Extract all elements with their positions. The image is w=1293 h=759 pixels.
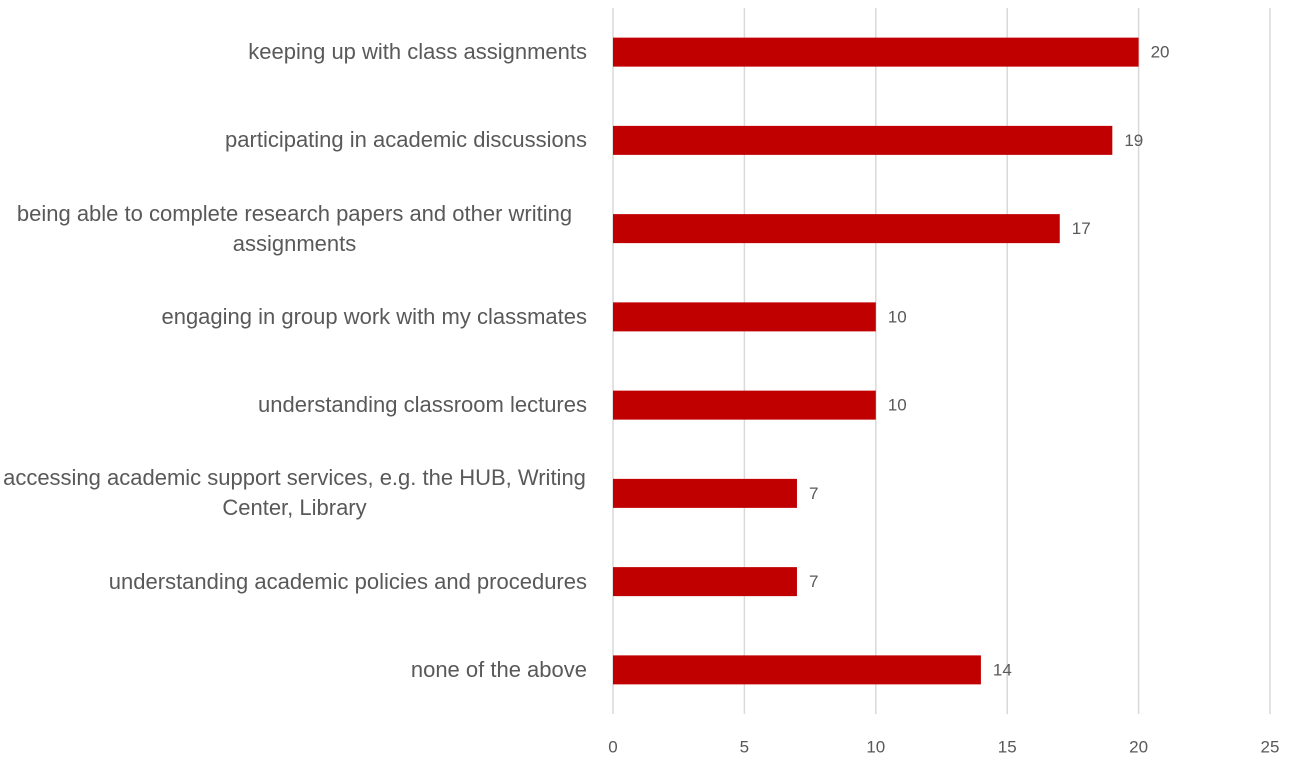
bar — [613, 214, 1060, 244]
bar — [613, 302, 876, 332]
bar — [613, 37, 1139, 67]
data-label: 10 — [888, 396, 907, 415]
y-tick-label: being able to complete research papers a… — [16, 200, 573, 256]
y-tick-label: understanding classroom lectures — [258, 392, 587, 418]
category-label-box: participating in academic discussions — [225, 100, 587, 180]
category-label-box: engaging in group work with my classmate… — [161, 277, 587, 357]
data-label: 14 — [993, 660, 1012, 679]
bar — [613, 125, 1113, 155]
category-label-box: understanding academic policies and proc… — [109, 542, 587, 622]
data-label: 17 — [1072, 219, 1091, 238]
bar — [613, 478, 797, 508]
y-tick-label: none of the above — [410, 656, 587, 682]
x-tick-label: 5 — [740, 737, 749, 756]
bar — [613, 567, 797, 597]
x-tick-label: 20 — [1129, 737, 1148, 756]
category-label-box: being able to complete research papers a… — [2, 189, 587, 269]
data-label: 20 — [1151, 43, 1170, 62]
y-tick-label: engaging in group work with my classmate… — [161, 303, 587, 329]
x-tick-label: 15 — [998, 737, 1017, 756]
category-label-box: accessing academic support services, e.g… — [2, 453, 587, 533]
category-label-box: none of the above — [411, 630, 587, 710]
x-tick-label: 10 — [866, 737, 885, 756]
bar — [613, 390, 876, 420]
y-tick-label: accessing academic support services, e.g… — [3, 465, 586, 521]
data-label: 7 — [809, 484, 818, 503]
y-tick-label: participating in academic discussions — [225, 127, 587, 153]
x-tick-label: 0 — [608, 737, 617, 756]
data-label: 7 — [809, 572, 818, 591]
category-label-box: understanding classroom lectures — [258, 365, 587, 445]
data-label: 19 — [1124, 131, 1143, 150]
bar — [613, 655, 981, 685]
y-tick-label: understanding academic policies and proc… — [108, 568, 587, 594]
category-label-box: keeping up with class assignments — [248, 12, 587, 92]
x-tick-label: 25 — [1261, 737, 1280, 756]
y-tick-label: keeping up with class assignments — [248, 39, 587, 65]
data-label: 10 — [888, 307, 907, 326]
